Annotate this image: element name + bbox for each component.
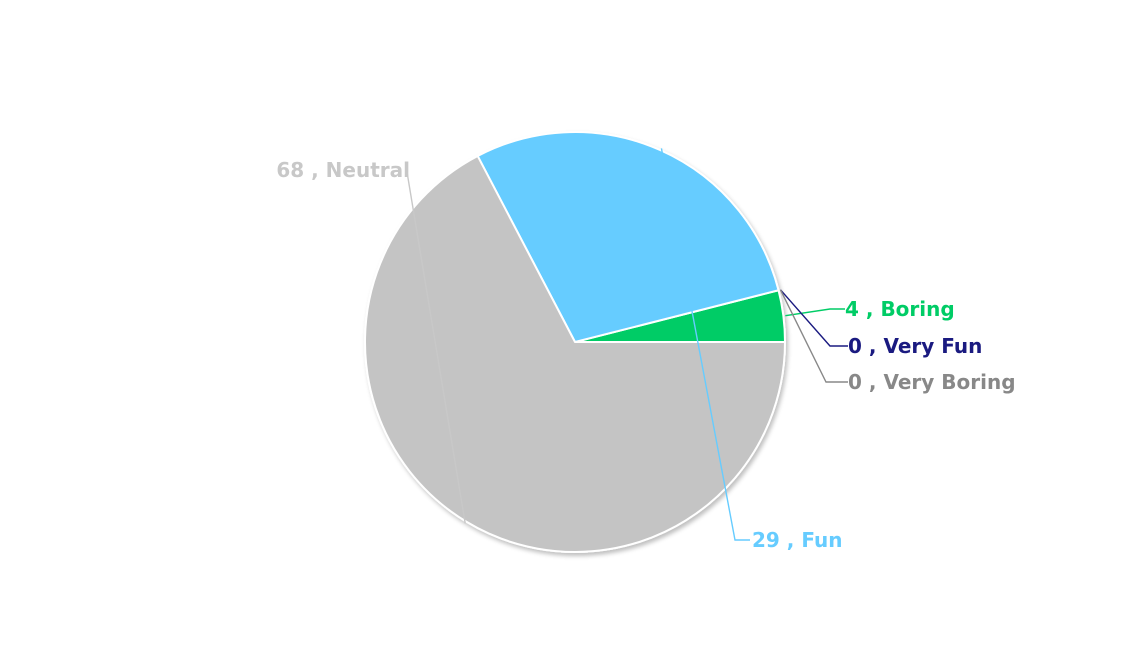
pie-slice-neutral[interactable] [364,154,786,553]
leader-line-fun [660,148,750,541]
slice-label-very-fun: 0 , Very Fun [848,334,982,358]
slice-label-fun: 29 , Fun [752,528,843,552]
leader-line-very-fun [779,289,848,347]
slice-label-very-boring: 0 , Very Boring [848,370,1016,394]
slice-label-neutral: 68 , Neutral [276,158,410,182]
leader-line-boring [785,308,845,317]
leader-lines [406,148,848,541]
leader-line-neutral [406,171,466,524]
slice-labels: 4 , Boring 0 , Very Fun 0 , Very Boring 29 … [276,158,1015,552]
pie-slice-fun[interactable] [476,131,780,343]
slice-label-boring: 4 , Boring [845,297,955,321]
pie-slices [364,131,786,553]
leader-line-very-boring [779,289,848,383]
